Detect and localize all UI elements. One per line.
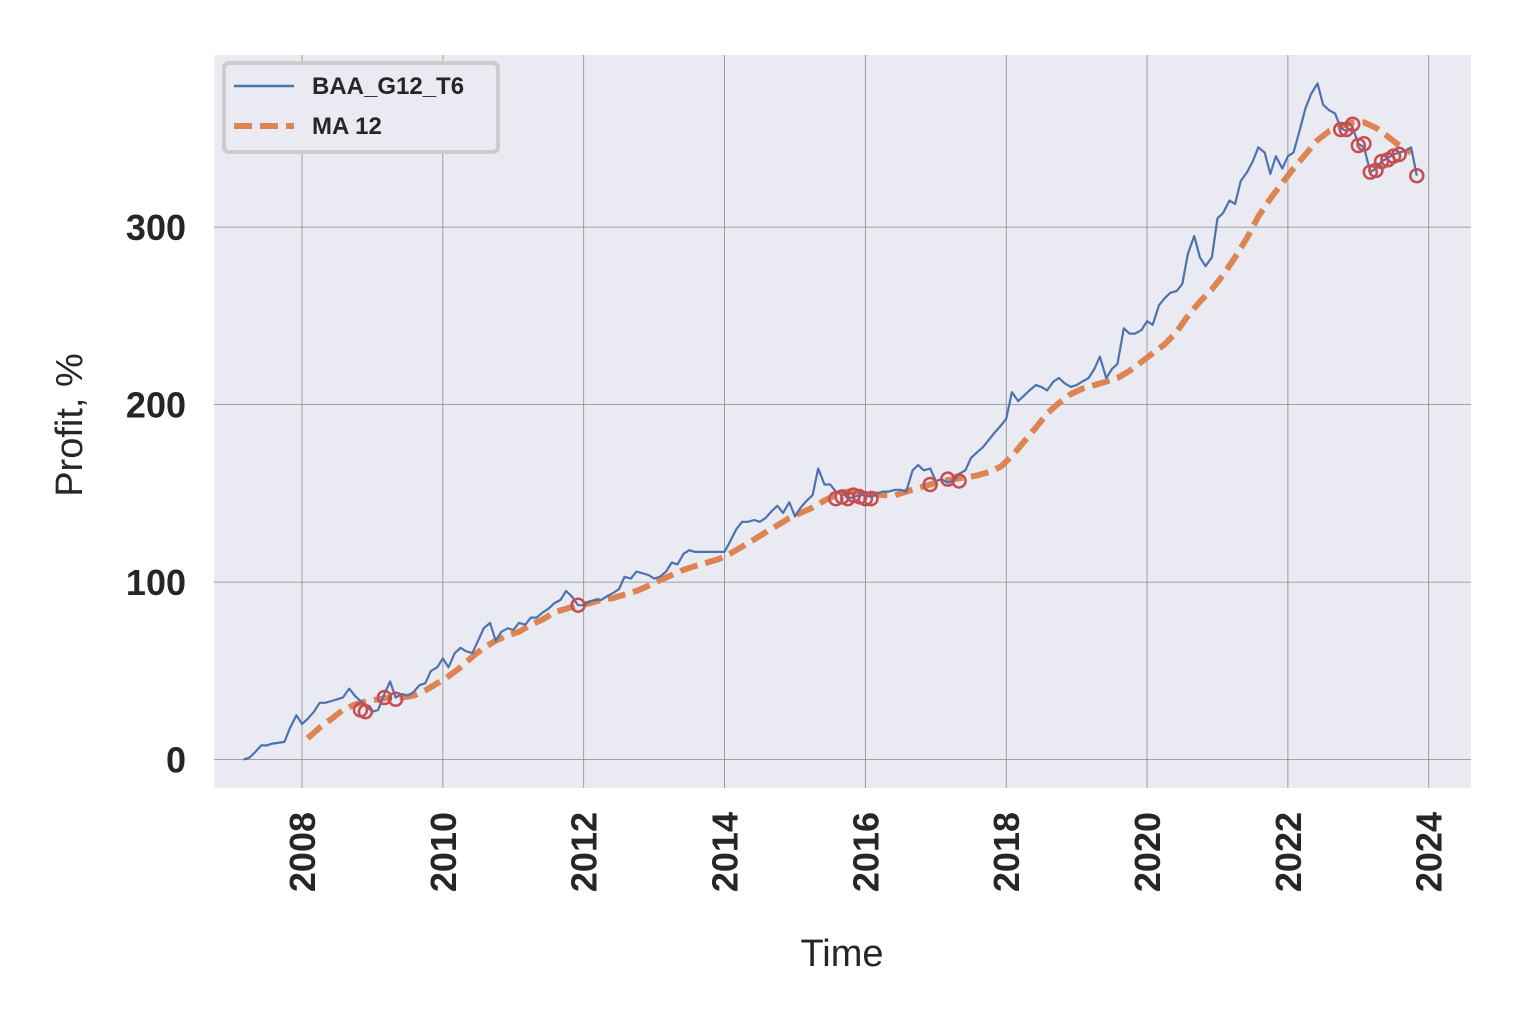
y-axis-ticks: 0 100 200 300: [126, 207, 186, 780]
signal-marker: [951, 473, 967, 489]
x-tick-label: 2024: [1409, 812, 1450, 892]
x-tick-label: 2010: [423, 812, 464, 892]
x-axis-ticks: 2008 2010 2012 2014 2016 2018 2020 2022 2024: [282, 812, 1450, 892]
x-tick-label: 2014: [705, 812, 746, 892]
signal-marker: [922, 476, 938, 493]
signal-marker: [1409, 167, 1425, 184]
signal-marker: [857, 490, 874, 507]
signal-marker: [863, 490, 879, 507]
x-tick-label: 2018: [986, 812, 1027, 892]
plot-area: [214, 55, 1471, 788]
signal-markers: [352, 116, 1425, 720]
x-tick-label: 2022: [1268, 812, 1309, 892]
signal-marker: [940, 471, 956, 487]
y-axis-label: Profit, %: [49, 353, 91, 497]
x-axis-label: Time: [800, 933, 883, 975]
legend-label-ma: MA 12: [312, 113, 382, 140]
signal-marker: [1391, 146, 1407, 163]
series-line-baa-g12-t6: [243, 82, 1418, 761]
x-tick-label: 2016: [845, 812, 886, 892]
y-tick-label: 0: [166, 740, 186, 781]
signal-marker: [1344, 116, 1361, 132]
legend-label-profit: BAA_G12_T6: [312, 73, 464, 100]
signal-marker: [376, 689, 393, 706]
y-tick-label: 200: [126, 385, 186, 426]
legend: BAA_G12_T6 MA 12: [222, 61, 500, 154]
signal-marker: [357, 703, 374, 720]
signal-marker: [570, 597, 586, 613]
y-tick-label: 100: [126, 562, 186, 603]
signal-marker: [387, 691, 404, 708]
signal-marker: [1356, 135, 1372, 152]
x-tick-label: 2020: [1127, 812, 1168, 892]
x-tick-label: 2012: [564, 812, 605, 892]
x-tick-label: 2008: [282, 812, 323, 892]
y-tick-label: 300: [126, 207, 186, 248]
grid-lines: [214, 55, 1471, 788]
